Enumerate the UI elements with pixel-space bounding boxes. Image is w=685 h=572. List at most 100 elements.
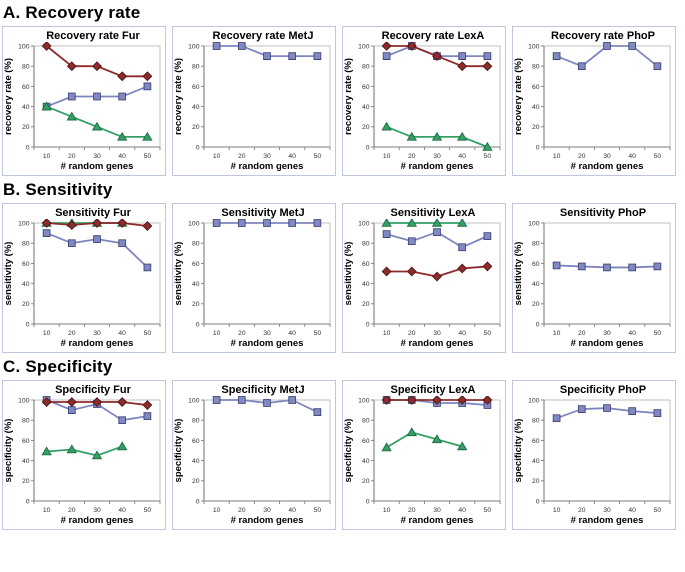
svg-text:20: 20 — [68, 507, 76, 514]
svg-text:0: 0 — [536, 144, 540, 151]
chart-title: Sensitivity Fur — [55, 207, 131, 219]
svg-text:10: 10 — [213, 153, 221, 160]
svg-text:specificity (%): specificity (%) — [513, 419, 524, 483]
svg-text:20: 20 — [192, 478, 200, 485]
chart-canvas: 0 20 40 60 80 100 10 20 30 40 50 # random genes reco… — [513, 42, 671, 172]
svg-text:# random genes: # random genes — [61, 515, 134, 526]
svg-text:100: 100 — [18, 220, 30, 227]
svg-text:100: 100 — [528, 43, 540, 50]
svg-text:80: 80 — [532, 418, 540, 425]
svg-text:20: 20 — [238, 153, 246, 160]
svg-text:# random genes: # random genes — [231, 161, 304, 172]
svg-text:specificity (%): specificity (%) — [173, 419, 184, 483]
svg-text:40: 40 — [118, 330, 126, 337]
svg-text:40: 40 — [362, 458, 370, 465]
chart-canvas: 0 20 40 60 80 100 10 20 30 40 50 # random genes sens… — [343, 219, 501, 349]
svg-text:30: 30 — [263, 507, 271, 514]
chart-canvas: 0 20 40 60 80 100 10 20 30 40 50 # random genes spec… — [173, 396, 331, 526]
chart-panel: Specificity PhoP 0 20 40 60 80 100 10 20 30 40 50 #… — [512, 380, 676, 530]
svg-text:40: 40 — [192, 281, 200, 288]
svg-text:100: 100 — [188, 43, 200, 50]
svg-text:40: 40 — [118, 153, 126, 160]
svg-text:40: 40 — [532, 104, 540, 111]
svg-text:80: 80 — [362, 418, 370, 425]
svg-text:# random genes: # random genes — [571, 161, 644, 172]
svg-text:10: 10 — [213, 507, 221, 514]
svg-text:50: 50 — [314, 507, 322, 514]
svg-text:# random genes: # random genes — [571, 338, 644, 349]
svg-text:# random genes: # random genes — [401, 161, 474, 172]
svg-text:sensitivity (%): sensitivity (%) — [343, 242, 354, 306]
svg-text:# random genes: # random genes — [231, 515, 304, 526]
svg-text:80: 80 — [22, 241, 30, 248]
svg-text:20: 20 — [578, 153, 586, 160]
svg-text:40: 40 — [458, 153, 466, 160]
svg-text:sensitivity (%): sensitivity (%) — [173, 242, 184, 306]
svg-text:20: 20 — [408, 330, 416, 337]
svg-text:10: 10 — [383, 507, 391, 514]
svg-text:50: 50 — [144, 507, 152, 514]
svg-text:30: 30 — [93, 330, 101, 337]
svg-text:20: 20 — [578, 507, 586, 514]
chart-title: Specificity PhoP — [559, 384, 647, 396]
svg-text:20: 20 — [578, 330, 586, 337]
chart-panel: Specificity LexA 0 20 40 60 80 100 10 20 30 40 50 #… — [342, 380, 506, 530]
svg-text:50: 50 — [314, 330, 322, 337]
svg-text:# random genes: # random genes — [61, 161, 134, 172]
svg-text:80: 80 — [22, 418, 30, 425]
svg-text:0: 0 — [196, 321, 200, 328]
svg-text:40: 40 — [628, 153, 636, 160]
svg-text:50: 50 — [144, 330, 152, 337]
svg-text:10: 10 — [383, 153, 391, 160]
section-label-specificity: C. Specificity — [3, 357, 113, 376]
chart-panel: Recovery rate MetJ 0 20 40 60 80 100 10 20 30 40 5… — [172, 26, 336, 176]
svg-text:20: 20 — [362, 478, 370, 485]
chart-title: Specificity Fur — [55, 384, 131, 396]
svg-text:20: 20 — [68, 153, 76, 160]
svg-text:30: 30 — [93, 153, 101, 160]
chart-panel: Sensitivity PhoP 0 20 40 60 80 100 10 20 30 40 50 #… — [512, 203, 676, 353]
svg-text:specificity (%): specificity (%) — [3, 419, 14, 483]
chart-panel: Specificity MetJ 0 20 40 60 80 100 10 20 30 40 50 #… — [172, 380, 336, 530]
section-recovery-rate: A. Recovery rate Recovery rate Fur 0 20 40… — [2, 3, 685, 176]
svg-text:20: 20 — [532, 301, 540, 308]
svg-text:80: 80 — [362, 241, 370, 248]
svg-text:recovery rate (%): recovery rate (%) — [173, 58, 184, 135]
svg-text:80: 80 — [532, 64, 540, 71]
svg-text:40: 40 — [118, 507, 126, 514]
svg-text:20: 20 — [22, 478, 30, 485]
svg-text:40: 40 — [532, 281, 540, 288]
svg-text:100: 100 — [358, 220, 370, 227]
svg-text:30: 30 — [263, 153, 271, 160]
svg-text:20: 20 — [238, 507, 246, 514]
svg-text:10: 10 — [553, 507, 561, 514]
svg-text:# random genes: # random genes — [571, 515, 644, 526]
svg-text:60: 60 — [192, 84, 200, 91]
svg-text:50: 50 — [654, 507, 662, 514]
svg-text:recovery rate (%): recovery rate (%) — [343, 58, 354, 135]
chart-canvas: 0 20 40 60 80 100 10 20 30 40 50 # random genes reco… — [3, 42, 161, 172]
svg-text:20: 20 — [408, 153, 416, 160]
chart-row-recovery-rate: Recovery rate Fur 0 20 40 60 80 100 10 20 30 40 50… — [2, 26, 685, 176]
svg-text:0: 0 — [196, 498, 200, 505]
svg-text:recovery rate (%): recovery rate (%) — [513, 58, 524, 135]
chart-panel: Recovery rate Fur 0 20 40 60 80 100 10 20 30 40 50… — [2, 26, 166, 176]
svg-text:60: 60 — [532, 84, 540, 91]
svg-text:0: 0 — [26, 321, 30, 328]
svg-text:20: 20 — [192, 124, 200, 131]
svg-text:0: 0 — [26, 498, 30, 505]
multi-panel-figure: A. Recovery rate Recovery rate Fur 0 20 40… — [2, 3, 685, 530]
svg-text:80: 80 — [362, 64, 370, 71]
section-label-recovery-rate: A. Recovery rate — [3, 3, 141, 22]
chart-title: Recovery rate Fur — [46, 30, 140, 42]
svg-text:sensitivity (%): sensitivity (%) — [513, 242, 524, 306]
svg-text:50: 50 — [314, 153, 322, 160]
chart-title: Recovery rate LexA — [381, 30, 485, 42]
svg-text:60: 60 — [22, 438, 30, 445]
svg-text:0: 0 — [536, 498, 540, 505]
chart-title: Sensitivity PhoP — [559, 207, 647, 219]
svg-text:40: 40 — [22, 281, 30, 288]
svg-text:100: 100 — [358, 43, 370, 50]
svg-text:60: 60 — [192, 261, 200, 268]
svg-text:20: 20 — [362, 301, 370, 308]
